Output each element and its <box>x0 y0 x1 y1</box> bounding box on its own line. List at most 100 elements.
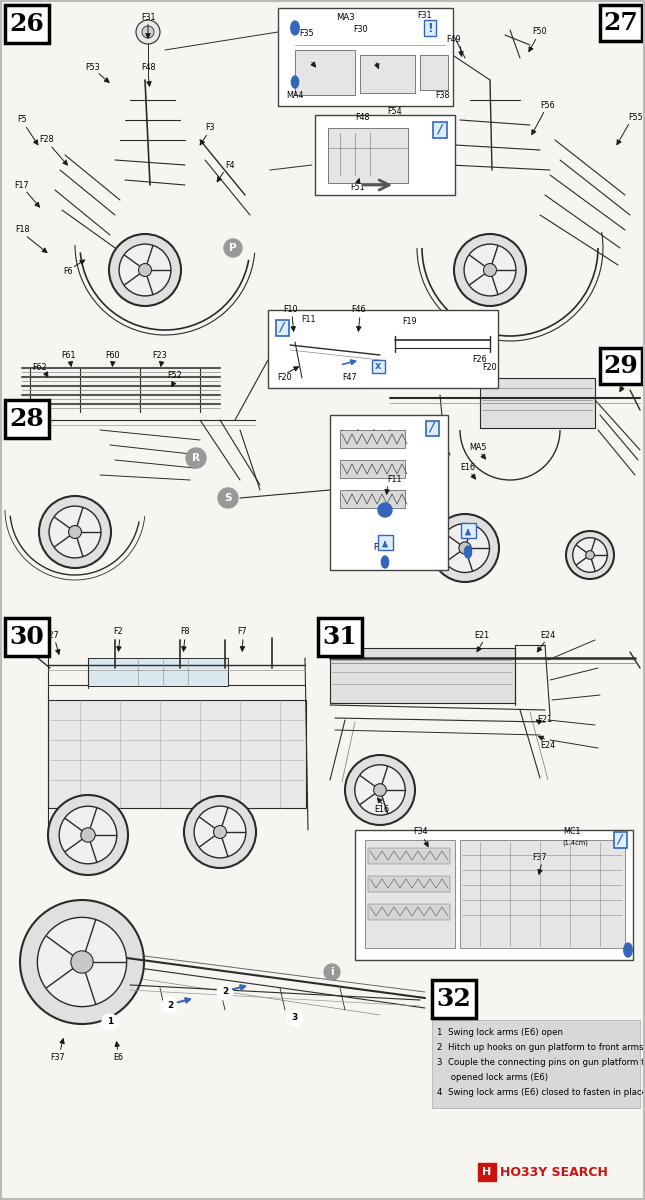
Bar <box>295 50 355 95</box>
Bar <box>340 430 405 448</box>
Circle shape <box>441 523 490 572</box>
Text: F5: F5 <box>17 115 27 125</box>
Bar <box>355 830 633 960</box>
Text: F3: F3 <box>205 124 215 132</box>
Bar <box>377 534 393 550</box>
Text: F11: F11 <box>388 475 402 485</box>
Circle shape <box>162 997 178 1013</box>
Text: F62: F62 <box>33 364 47 372</box>
Text: 28: 28 <box>10 407 45 431</box>
Text: F54: F54 <box>388 108 402 116</box>
Text: E24: E24 <box>541 740 555 750</box>
Text: x: x <box>375 361 381 371</box>
Bar <box>315 115 455 194</box>
Text: F55: F55 <box>629 114 643 122</box>
Text: F50: F50 <box>533 28 548 36</box>
Text: 32: 32 <box>437 986 471 1010</box>
Ellipse shape <box>624 943 632 958</box>
Text: F18: F18 <box>15 226 29 234</box>
Text: F37: F37 <box>533 853 548 863</box>
Text: F34: F34 <box>413 828 427 836</box>
Text: (1.4cm): (1.4cm) <box>562 840 588 846</box>
Text: E16: E16 <box>461 463 475 473</box>
Bar <box>340 490 405 508</box>
Text: F10: F10 <box>283 306 297 314</box>
Circle shape <box>48 794 128 875</box>
Text: F27: F27 <box>45 630 59 640</box>
Circle shape <box>454 234 526 306</box>
Circle shape <box>287 1010 303 1026</box>
Bar <box>360 55 415 92</box>
Bar <box>461 522 475 538</box>
Text: 30: 30 <box>10 625 45 649</box>
Bar <box>368 848 450 864</box>
Text: P: P <box>229 242 237 253</box>
Circle shape <box>213 826 226 839</box>
Circle shape <box>431 514 499 582</box>
Circle shape <box>39 496 111 568</box>
Text: MA5: MA5 <box>470 444 487 452</box>
Bar <box>365 840 455 948</box>
Bar <box>613 832 626 848</box>
Text: F49: F49 <box>447 36 461 44</box>
Bar <box>340 460 405 478</box>
Circle shape <box>119 244 171 296</box>
Bar <box>318 618 362 656</box>
Bar <box>48 700 306 808</box>
Text: E16: E16 <box>375 805 390 815</box>
Text: F23: F23 <box>153 350 167 360</box>
Circle shape <box>566 530 614 578</box>
Text: E21: E21 <box>475 630 490 640</box>
Text: F35: F35 <box>300 29 314 37</box>
Text: 4  Swing lock arms (E6) closed to fasten in place: 4 Swing lock arms (E6) closed to fasten … <box>437 1088 645 1097</box>
Bar <box>5 618 49 656</box>
Text: F37: F37 <box>51 1054 65 1062</box>
Circle shape <box>139 264 152 276</box>
Text: 3  Couple the connecting pins on gun platform to the: 3 Couple the connecting pins on gun plat… <box>437 1058 645 1067</box>
Circle shape <box>20 900 144 1024</box>
Text: HO33Y SEARCH: HO33Y SEARCH <box>500 1165 608 1178</box>
Text: 2  Hitch up hooks on gun platform to front arms of trailer: 2 Hitch up hooks on gun platform to fron… <box>437 1043 645 1052</box>
Text: /: / <box>430 420 434 433</box>
Circle shape <box>586 551 594 559</box>
Bar <box>460 840 625 948</box>
Text: !: ! <box>427 22 433 35</box>
Circle shape <box>81 828 95 842</box>
Circle shape <box>37 917 126 1007</box>
Bar <box>5 5 49 43</box>
Bar <box>432 1020 640 1108</box>
Ellipse shape <box>291 20 299 35</box>
Text: F10: F10 <box>373 544 387 552</box>
Text: 2: 2 <box>222 988 228 996</box>
Text: F17: F17 <box>15 180 29 190</box>
Text: F56: F56 <box>541 101 555 109</box>
Bar <box>368 904 450 920</box>
Bar <box>600 348 642 384</box>
Text: F11: F11 <box>301 314 315 324</box>
Text: F52: F52 <box>168 371 183 379</box>
Text: F28: F28 <box>40 136 54 144</box>
Text: F20: F20 <box>482 364 497 372</box>
Circle shape <box>378 503 392 517</box>
Text: F26: F26 <box>473 355 488 365</box>
Text: E24: E24 <box>541 630 555 640</box>
Circle shape <box>71 950 93 973</box>
Text: F46: F46 <box>351 306 365 314</box>
Ellipse shape <box>426 20 434 35</box>
Bar <box>368 876 450 892</box>
Text: F47: F47 <box>342 373 357 383</box>
Circle shape <box>184 796 256 868</box>
Bar <box>426 420 439 436</box>
Text: F7: F7 <box>237 628 247 636</box>
Text: F53: F53 <box>86 64 101 72</box>
Text: F8: F8 <box>180 628 190 636</box>
Bar <box>478 1163 496 1181</box>
Circle shape <box>194 806 246 858</box>
Text: H: H <box>482 1166 491 1177</box>
Text: F1: F1 <box>17 630 26 640</box>
Bar <box>480 378 595 428</box>
Text: F51: F51 <box>351 184 365 192</box>
Text: F4: F4 <box>225 161 235 169</box>
Bar <box>88 658 228 686</box>
Ellipse shape <box>292 76 299 88</box>
